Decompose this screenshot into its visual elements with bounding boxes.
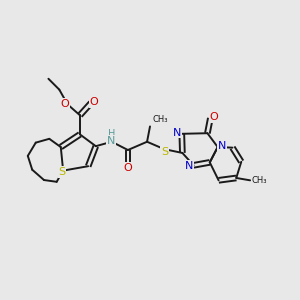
Text: N: N <box>218 141 226 151</box>
Text: N: N <box>173 128 182 138</box>
Text: CH₃: CH₃ <box>252 176 267 185</box>
Text: S: S <box>161 147 168 157</box>
Text: O: O <box>90 97 98 107</box>
Text: N: N <box>107 136 115 146</box>
Text: CH₃: CH₃ <box>152 115 168 124</box>
Text: H: H <box>108 129 116 140</box>
Text: O: O <box>209 112 218 122</box>
Text: O: O <box>60 99 69 109</box>
Text: O: O <box>124 163 132 173</box>
Text: S: S <box>58 167 65 177</box>
Text: N: N <box>185 161 193 171</box>
